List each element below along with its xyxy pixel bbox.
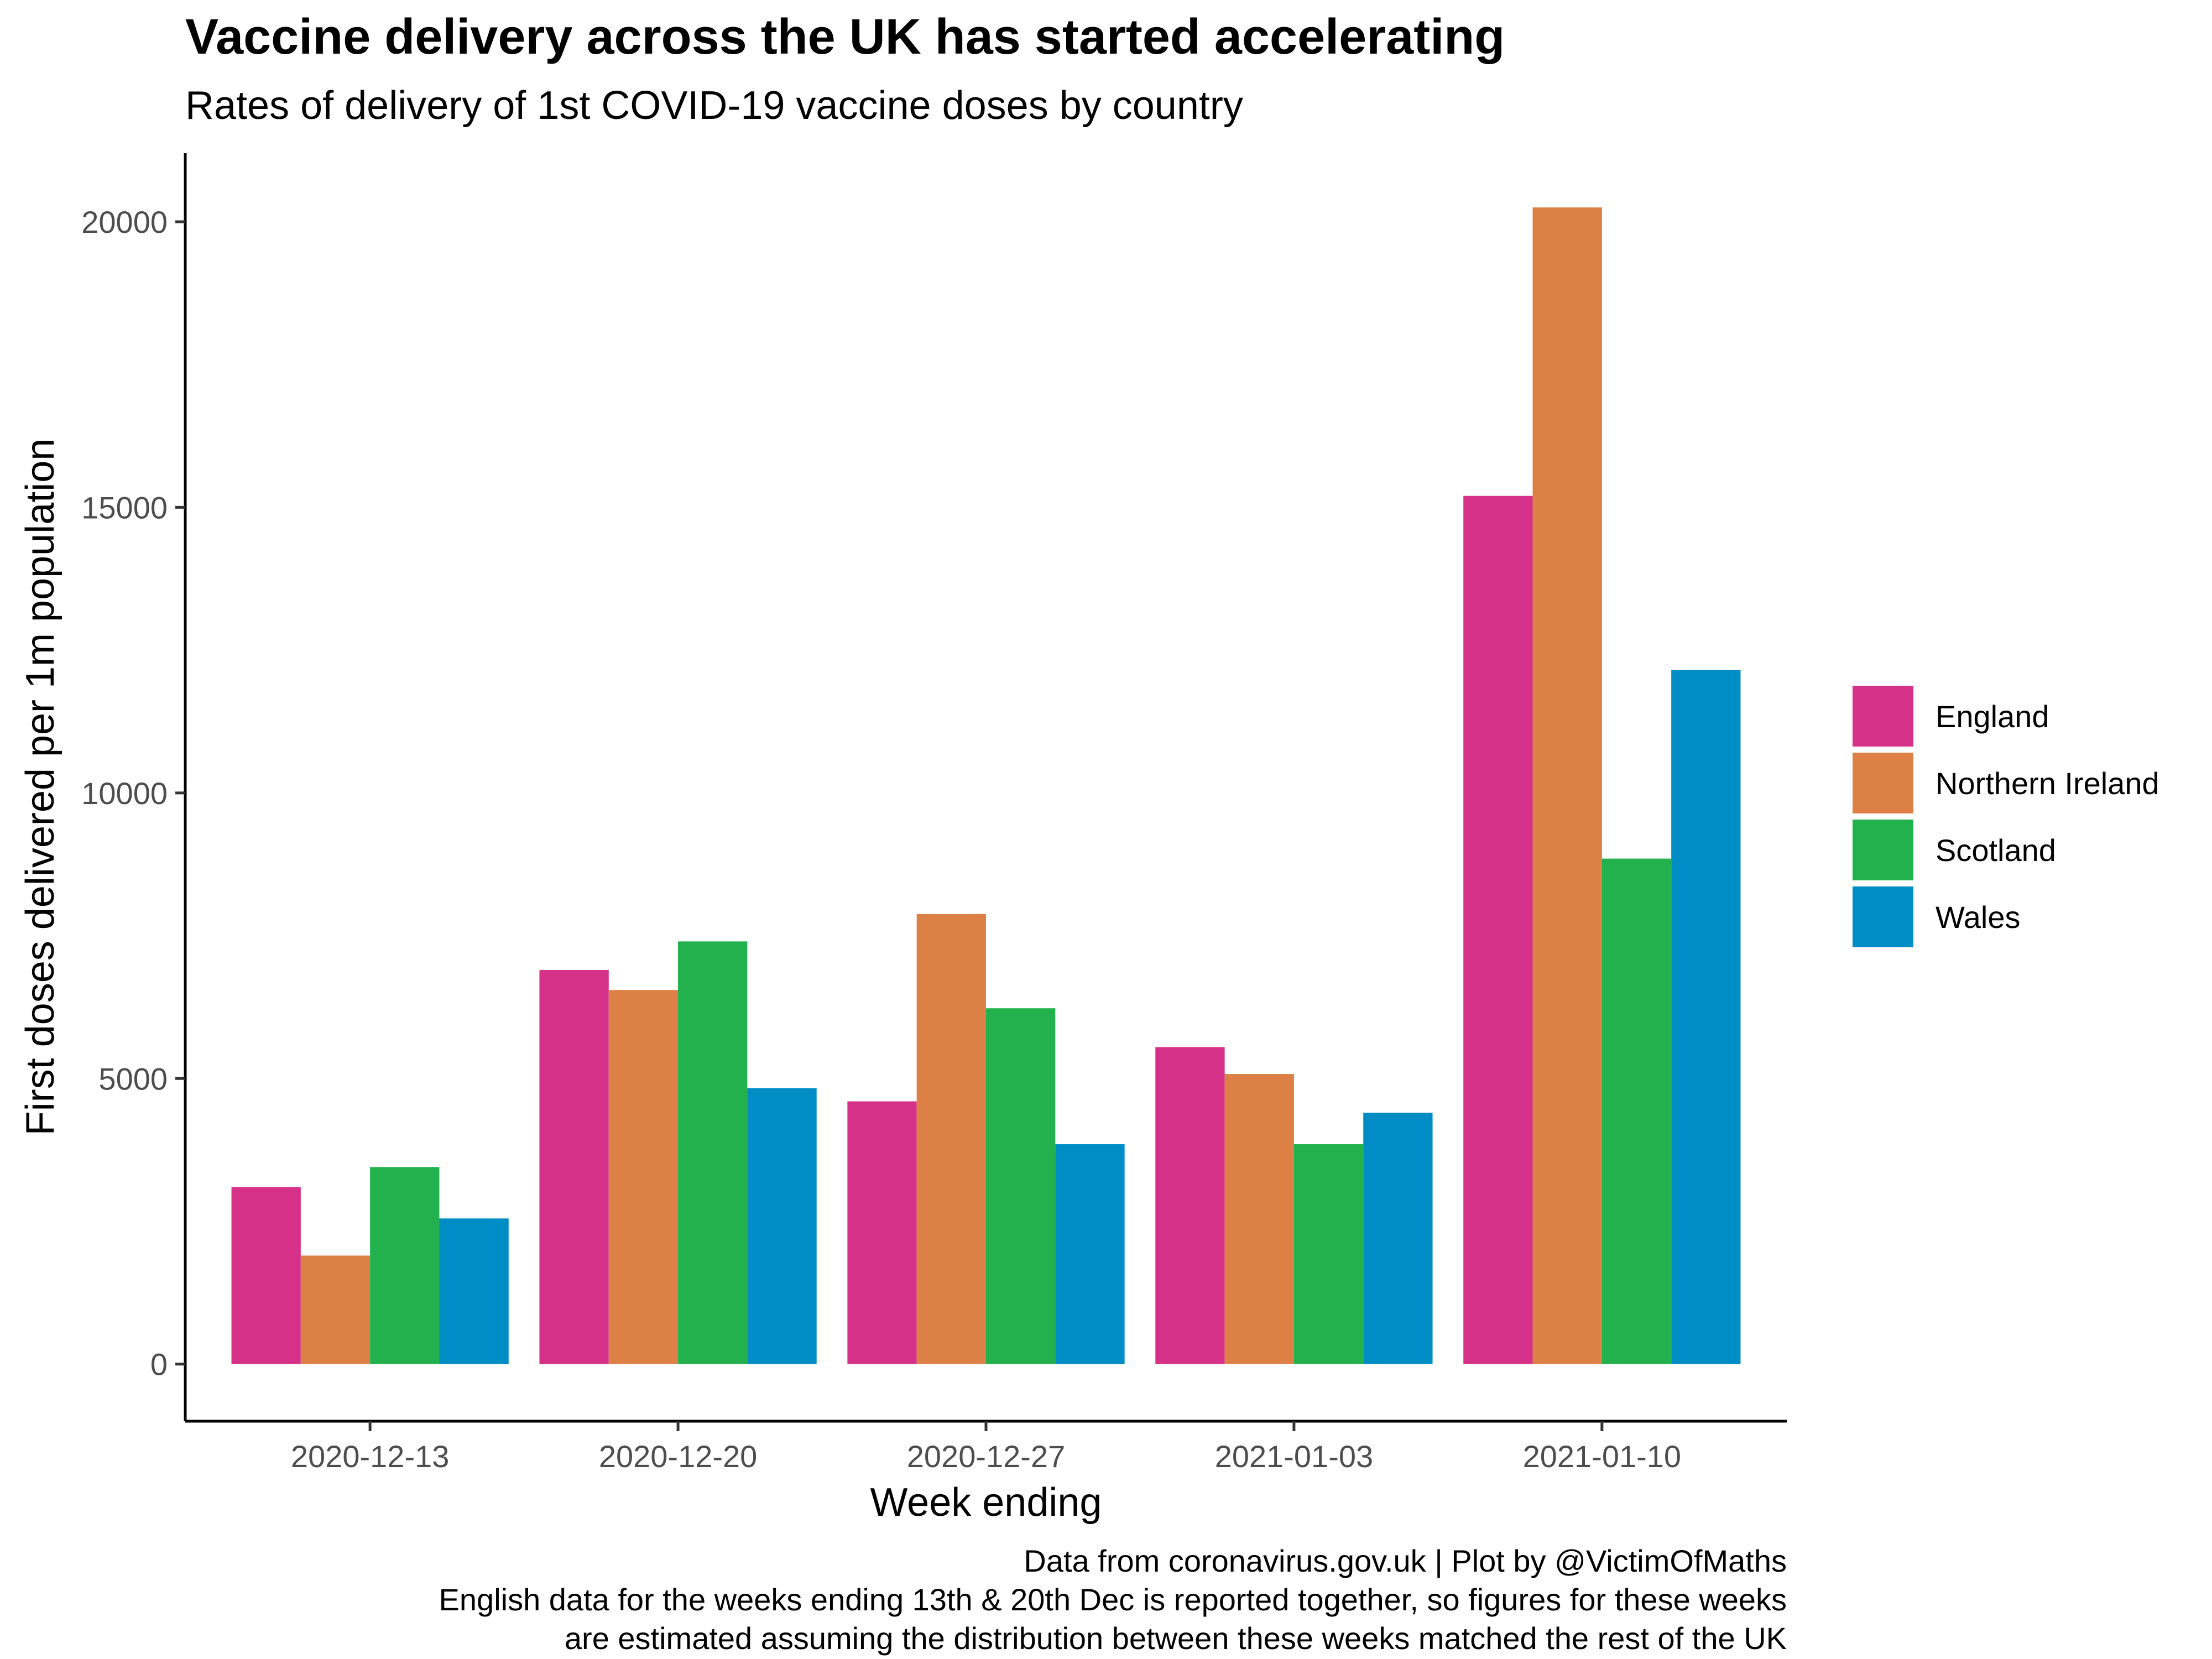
y-ticks: 0 5000 10000 15000 20000	[81, 205, 185, 1382]
legend: England Northern Ireland Scotland Wales	[1853, 686, 2159, 947]
y-tick-label: 20000	[81, 205, 168, 239]
bar-wales-2021-01-10	[1671, 670, 1741, 1364]
bar-scotland-2020-12-27	[986, 1008, 1056, 1364]
chart-subtitle: Rates of delivery of 1st COVID-19 vaccin…	[185, 84, 1243, 128]
legend-key-wales	[1853, 886, 1913, 947]
x-tick-label: 2020-12-20	[599, 1439, 757, 1474]
bar-scotland-2021-01-10	[1601, 858, 1672, 1364]
bar-scotland-2020-12-13	[370, 1167, 440, 1364]
bar-scotland-2020-12-20	[678, 941, 748, 1364]
x-axis-title: Week ending	[870, 1480, 1102, 1525]
bars-layer	[231, 207, 1741, 1364]
bar-northern-ireland-2020-12-27	[916, 914, 986, 1364]
x-ticks: 2020-12-13 2020-12-20 2020-12-27 2021-01-03…	[291, 1421, 1681, 1474]
x-tick-label: 2021-01-03	[1215, 1439, 1373, 1474]
x-tick-label: 2020-12-27	[907, 1439, 1065, 1474]
legend-label: England	[1936, 699, 2049, 734]
y-tick-label: 15000	[81, 490, 168, 525]
y-tick-label: 0	[150, 1347, 168, 1382]
x-tick-label: 2020-12-13	[291, 1439, 449, 1474]
bar-northern-ireland-2021-01-10	[1532, 207, 1602, 1364]
legend-key-northern-ireland	[1853, 753, 1913, 813]
x-tick-label: 2021-01-10	[1523, 1439, 1681, 1474]
bar-northern-ireland-2021-01-03	[1224, 1074, 1294, 1364]
y-tick-label: 10000	[81, 776, 168, 811]
bar-england-2020-12-27	[847, 1101, 917, 1364]
chart-title: Vaccine delivery across the UK has start…	[185, 9, 1505, 65]
bar-england-2020-12-13	[231, 1187, 301, 1364]
caption-line-2: English data for the weeks ending 13th &…	[439, 1582, 1787, 1617]
bar-england-2021-01-03	[1155, 1047, 1225, 1364]
legend-label: Northern Ireland	[1936, 766, 2159, 801]
legend-key-england	[1853, 686, 1913, 747]
bar-wales-2020-12-20	[747, 1088, 817, 1364]
caption-line-1: Data from coronavirus.gov.uk | Plot by @…	[1024, 1543, 1787, 1578]
bar-england-2020-12-20	[539, 970, 609, 1364]
bar-england-2021-01-10	[1463, 495, 1533, 1364]
y-tick-label: 5000	[98, 1061, 168, 1096]
y-axis-title: First doses delivered per 1m population	[18, 439, 62, 1136]
bar-wales-2020-12-27	[1055, 1144, 1125, 1364]
bar-northern-ireland-2020-12-13	[300, 1255, 371, 1364]
legend-key-scotland	[1853, 820, 1913, 880]
legend-label: Scotland	[1936, 833, 2056, 868]
bar-wales-2020-12-13	[439, 1218, 509, 1364]
bar-northern-ireland-2020-12-20	[608, 990, 679, 1364]
legend-label: Wales	[1936, 900, 2021, 935]
bar-scotland-2021-01-03	[1293, 1144, 1364, 1364]
bar-wales-2021-01-03	[1363, 1113, 1433, 1364]
caption-line-3: are estimated assuming the distribution …	[565, 1621, 1787, 1656]
